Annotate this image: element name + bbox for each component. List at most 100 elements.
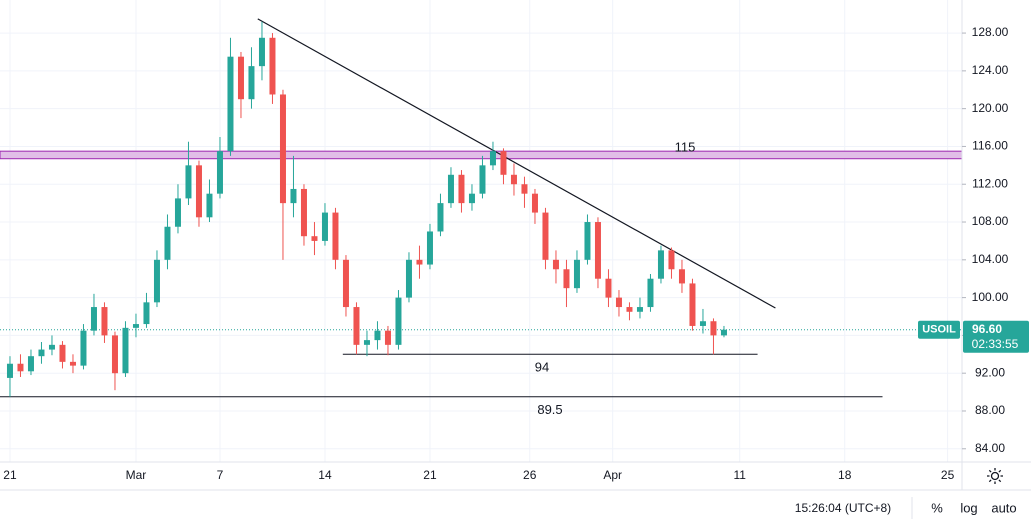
candle-body	[132, 324, 139, 328]
candle-body	[269, 37, 276, 95]
candle-body	[689, 283, 696, 326]
candle-body	[48, 344, 55, 350]
candle-body	[101, 307, 108, 336]
candle-body	[615, 297, 622, 308]
candle-body	[468, 193, 475, 204]
symbol-badge	[918, 320, 960, 339]
candle-body	[405, 259, 412, 298]
candle-body	[17, 363, 24, 372]
x-tick-label: 11	[733, 468, 746, 482]
candle-body	[416, 259, 423, 265]
candle-body	[363, 340, 370, 345]
y-tick-label: 100.00	[972, 290, 1009, 304]
candle-body	[542, 212, 549, 260]
candle-body	[584, 222, 591, 260]
candle-body	[237, 56, 244, 100]
last-price-label: 96.60	[972, 322, 1002, 336]
candle-body	[111, 335, 118, 374]
candle-body	[143, 302, 150, 325]
candle-body	[573, 259, 580, 289]
scale-button[interactable]: log	[960, 500, 977, 515]
candle-body	[437, 203, 444, 232]
candle-body	[80, 330, 87, 366]
symbol-label: USOIL	[922, 324, 956, 336]
zone-label: 115	[675, 140, 696, 155]
candle-body	[720, 329, 727, 336]
plot: 115 94 89.5	[0, 0, 963, 462]
candle-body	[216, 151, 223, 194]
candle-body	[521, 184, 528, 194]
candle-body	[699, 321, 706, 326]
x-tick-label: Apr	[603, 468, 622, 482]
candle-body	[227, 56, 234, 152]
candle-body	[38, 349, 45, 357]
x-tick-label: 25	[941, 468, 955, 482]
candle-body	[153, 259, 160, 303]
candle-body	[647, 278, 654, 308]
candle-body	[426, 231, 433, 265]
candle-body	[353, 307, 360, 345]
scale-button[interactable]: auto	[991, 500, 1016, 515]
y-tick-label: 124.00	[972, 63, 1009, 77]
candle-body	[395, 297, 402, 345]
scale-button[interactable]: %	[931, 500, 943, 515]
candle-body	[531, 193, 538, 213]
x-tick-label: 26	[523, 468, 537, 482]
support-label: 94	[535, 360, 549, 375]
x-tick-label: 18	[838, 468, 852, 482]
candle-body	[657, 250, 664, 279]
y-tick-label: 112.00	[972, 176, 1008, 190]
candle-body	[122, 327, 129, 374]
candle-body	[447, 174, 454, 204]
candle-body	[510, 174, 517, 185]
candle-body	[552, 259, 559, 270]
gear-teeth	[987, 468, 1003, 484]
candle-body	[258, 37, 265, 67]
resistance-zone	[0, 150, 963, 160]
y-tick-label: 88.00	[975, 403, 1005, 417]
y-tick-label: 92.00	[975, 365, 1005, 379]
candle-body	[279, 94, 286, 204]
candle-body	[342, 259, 349, 308]
y-tick-label: 116.00	[972, 139, 1008, 153]
gear-center	[990, 471, 1000, 481]
y-tick-label: 120.00	[972, 101, 1009, 115]
candle-body	[636, 307, 643, 312]
support-label: 89.5	[537, 402, 562, 417]
price-badge	[963, 320, 1029, 353]
y-tick-label: 128.00	[972, 25, 1009, 39]
candle-body	[6, 363, 13, 378]
x-tick-label: 14	[318, 468, 332, 482]
candle-body	[332, 212, 339, 260]
candle-body	[594, 222, 601, 279]
x-tick-label: 7	[217, 468, 224, 482]
x-tick-label: 21	[423, 468, 437, 482]
y-tick-label: 104.00	[972, 252, 1009, 266]
candle-body	[321, 212, 328, 241]
countdown-label: 02:33:55	[972, 337, 1019, 351]
candle-body	[185, 165, 192, 199]
candle-body	[458, 174, 465, 204]
footer-time: 15:26:04 (UTC+8)	[795, 501, 891, 515]
candle-body	[489, 151, 496, 166]
trendline	[257, 18, 776, 309]
candle-body	[563, 269, 570, 289]
candle-body	[290, 188, 297, 204]
candle-body	[206, 193, 213, 218]
x-tick-label: 21	[3, 468, 17, 482]
candle-body	[311, 236, 318, 241]
y-tick-label: 108.00	[972, 214, 1009, 228]
candle-body	[248, 66, 255, 100]
settings-icon[interactable]	[987, 468, 1003, 484]
candle-body	[374, 330, 381, 341]
x-tick-label: Mar	[126, 468, 147, 482]
candle-body	[500, 151, 507, 175]
candle-body	[479, 165, 486, 194]
candle-body	[605, 278, 612, 298]
candle-body	[384, 330, 391, 345]
candle-body	[27, 356, 34, 372]
candle-body	[300, 188, 307, 237]
candle-body	[678, 269, 685, 284]
